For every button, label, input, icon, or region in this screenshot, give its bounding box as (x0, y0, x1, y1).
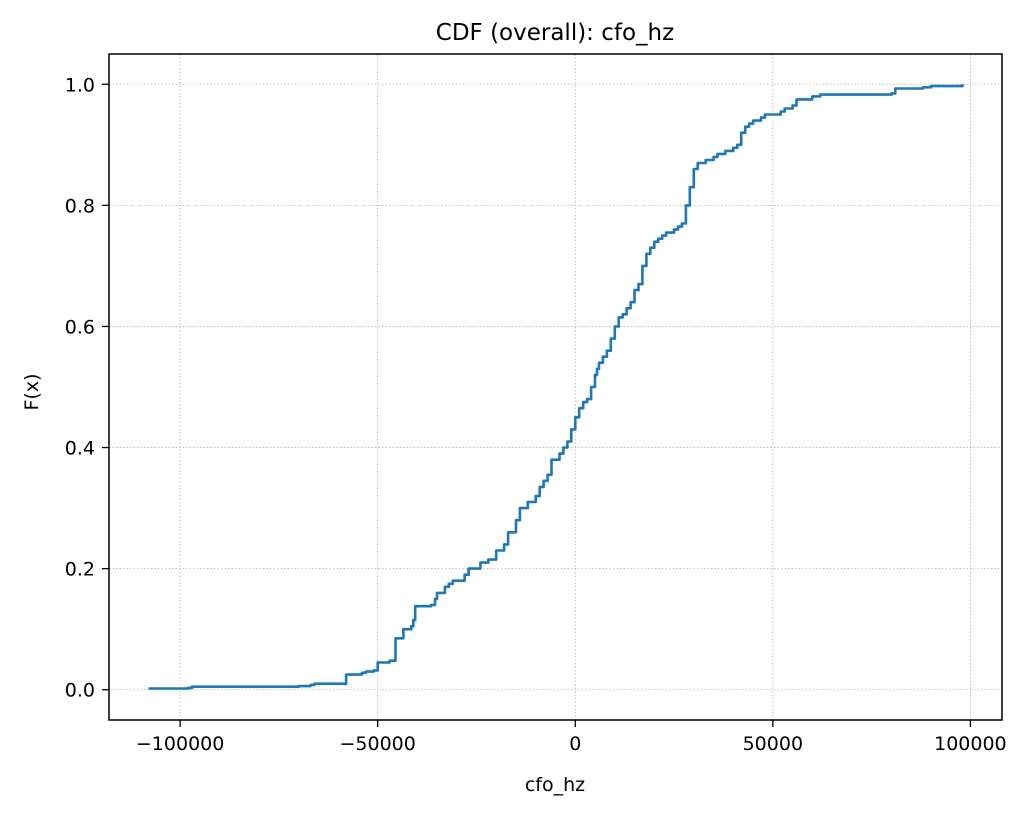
x-tick-label: 50000 (743, 733, 803, 755)
axes-frame (108, 53, 1003, 721)
y-tick-label: 0.8 (65, 195, 95, 217)
x-tick-label: −50000 (340, 733, 416, 755)
x-axis-label: cfo_hz (525, 774, 585, 796)
grid-lines (109, 54, 1002, 720)
y-tick-label: 0.0 (65, 680, 95, 702)
y-tick-label: 0.6 (65, 316, 95, 338)
y-axis-ticks: 0.0 0.2 0.4 0.6 0.8 1.0 (65, 74, 109, 702)
x-axis-ticks: −100000 −50000 0 50000 100000 (136, 720, 1007, 755)
x-tick-label: −100000 (136, 733, 224, 755)
y-tick-label: 1.0 (65, 74, 95, 96)
cdf-line (148, 84, 964, 690)
plot-area (148, 84, 964, 690)
y-tick-label: 0.2 (65, 559, 95, 581)
y-axis-label: F(x) (21, 374, 43, 411)
x-tick-label: 0 (569, 733, 581, 755)
y-tick-label: 0.4 (65, 438, 95, 460)
x-tick-label: 100000 (934, 733, 1007, 755)
chart-title: CDF (overall): cfo_hz (436, 20, 674, 46)
